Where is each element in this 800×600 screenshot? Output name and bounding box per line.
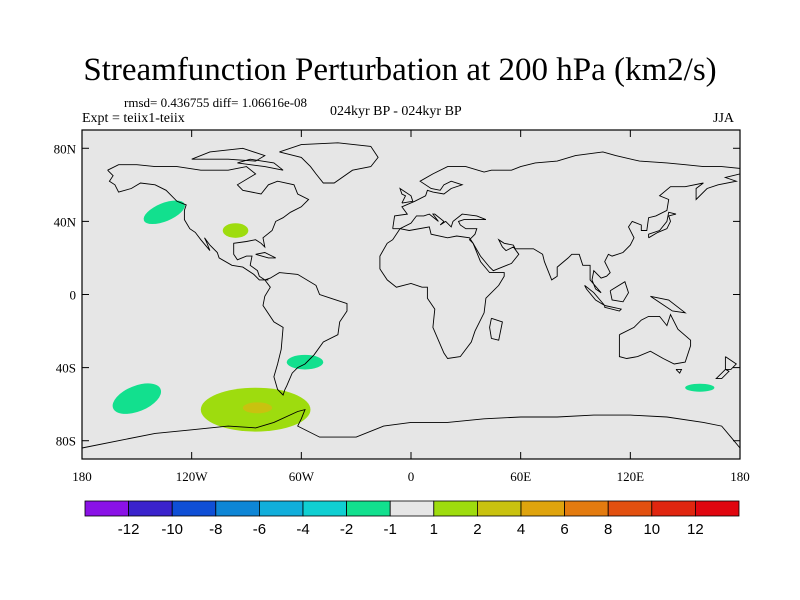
anomaly-region — [143, 200, 185, 225]
rmsd-diff-stats: rmsd= 0.436755 diff= 1.06616e-08 — [124, 95, 308, 110]
anomaly-region — [685, 383, 715, 392]
lat-tick-label: 40N — [54, 214, 77, 229]
colorbar-label: -8 — [209, 521, 222, 538]
colorbar-label: 10 — [643, 521, 660, 538]
lat-tick-label: 80N — [54, 141, 77, 156]
lon-tick-label: 120E — [617, 469, 645, 484]
colorbar-label: 8 — [604, 521, 612, 538]
colorbar-swatch — [389, 500, 435, 517]
coastline — [237, 158, 284, 171]
lat-tick-label: 40S — [56, 361, 76, 376]
colorbar-label: 4 — [517, 521, 525, 538]
coastline — [584, 285, 606, 306]
anomaly-region — [242, 402, 273, 414]
colorbar-swatch — [651, 500, 696, 517]
lon-tick-label: 60W — [289, 469, 315, 484]
colorbar-label: -10 — [161, 521, 183, 538]
coastline — [489, 317, 503, 341]
coastline — [107, 164, 310, 281]
colorbar-label: -4 — [296, 521, 309, 538]
coastline — [191, 147, 266, 162]
colorbar-label: 2 — [473, 521, 481, 538]
colorbar-swatch — [607, 500, 653, 517]
coastline — [399, 187, 414, 204]
period-label: 024kyr BP - 024kyr BP — [330, 104, 462, 119]
lon-tick-label: 120W — [176, 469, 209, 484]
coastline — [724, 356, 738, 370]
coastline — [379, 226, 505, 359]
colorbar-swatch — [520, 500, 565, 517]
colorbar-swatch — [302, 500, 347, 517]
coastlines — [81, 142, 741, 449]
colorbar-swatch — [258, 500, 304, 517]
coastline — [609, 281, 629, 303]
colorbar-swatch — [84, 500, 129, 517]
colorbar-label: 12 — [687, 521, 704, 538]
colorbar-swatch — [128, 500, 173, 517]
colorbar-swatch — [695, 500, 740, 517]
anomaly-layer — [112, 200, 715, 432]
colorbar-label: -1 — [384, 521, 397, 538]
colorbar-label: -6 — [253, 521, 266, 538]
colorbar-swatch — [215, 500, 260, 517]
coastline — [618, 313, 692, 365]
axis-ticks: 80N 40N 0 40S 80S 180 120W 60W 0 60E 120E 180 — [54, 130, 750, 484]
coastline — [81, 408, 741, 449]
coastline — [279, 142, 379, 184]
coastline — [675, 368, 683, 374]
coastline — [648, 211, 677, 239]
lat-tick-label: 0 — [70, 288, 77, 303]
coastline — [262, 272, 348, 396]
lon-tick-label: 60E — [510, 469, 531, 484]
anomaly-region — [222, 223, 249, 238]
experiment-label: Expt = teiix1-teiix — [82, 111, 185, 126]
colorbar-label: -2 — [340, 521, 353, 538]
colorbar-label: 6 — [560, 521, 568, 538]
colorbar-swatch — [564, 500, 609, 517]
colorbar-label: 1 — [430, 521, 438, 538]
coastline — [392, 151, 741, 294]
colorbar-swatch — [171, 500, 217, 517]
coastline — [715, 369, 730, 380]
lon-tick-label: 0 — [408, 469, 415, 484]
anomaly-region — [286, 354, 324, 370]
coastline — [255, 252, 276, 259]
lat-tick-label: 80S — [56, 434, 76, 449]
map-title: Streamfunction Perturbation at 200 hPa (… — [83, 52, 717, 88]
map-background — [82, 130, 740, 459]
lon-tick-label: 180 — [730, 469, 750, 484]
anomaly-region — [112, 383, 162, 414]
colorbar-swatch — [346, 500, 391, 517]
coastline — [650, 295, 687, 314]
colorbar: -12 -10 -8 -6 -4 -2 -1 1 2 4 6 8 10 12 — [84, 500, 740, 538]
colorbar-swatch — [476, 500, 522, 517]
season-label: JJA — [713, 111, 735, 126]
coastline — [604, 305, 623, 312]
lon-tick-label: 180 — [72, 469, 92, 484]
colorbar-swatch — [433, 500, 478, 517]
colorbar-label: -12 — [118, 521, 140, 538]
